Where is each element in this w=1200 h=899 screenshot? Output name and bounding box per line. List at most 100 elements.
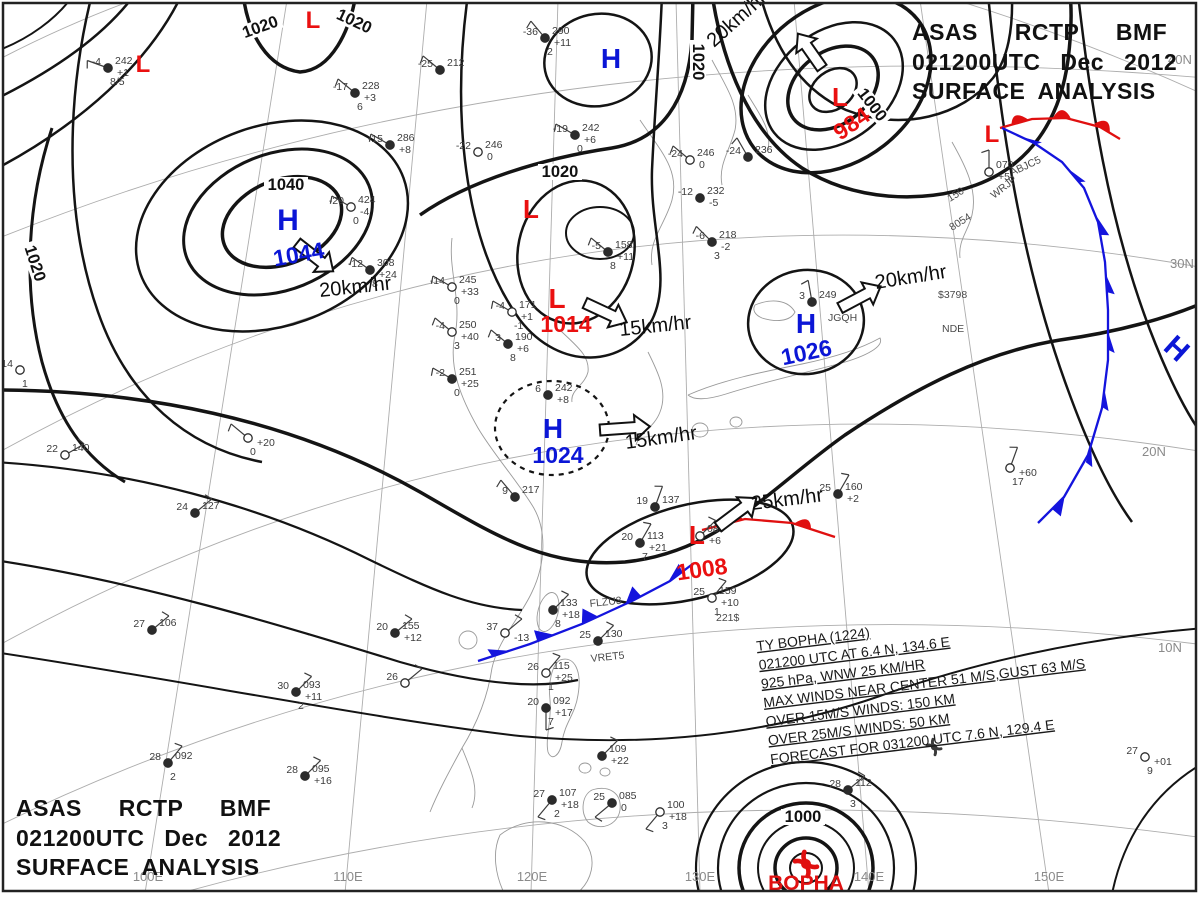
isobar-label: 1040 bbox=[268, 176, 305, 194]
isobar bbox=[418, 3, 695, 217]
station-temp: 27 bbox=[1126, 745, 1138, 757]
station-change: +18 bbox=[561, 799, 579, 811]
wind-barb-tick bbox=[304, 672, 312, 677]
wind-barb-tick bbox=[430, 367, 434, 376]
station-plot: -19 242+60 bbox=[553, 122, 600, 155]
station-change: +60 bbox=[1019, 467, 1037, 479]
cyclone-symbols: BOPHA bbox=[768, 737, 943, 895]
island bbox=[729, 416, 743, 428]
wind-barb-tick bbox=[708, 516, 716, 521]
station-plot: 28 092 2 bbox=[149, 742, 193, 783]
wind-barb-tick bbox=[552, 652, 561, 657]
wind-barb-tick bbox=[857, 771, 866, 777]
station-pressure: 100 bbox=[667, 799, 685, 811]
station-pressure: 095 bbox=[312, 763, 330, 775]
wind-barb-tick bbox=[496, 479, 502, 488]
coastline bbox=[951, 141, 974, 259]
station-plot: 20 113+217 bbox=[621, 521, 667, 563]
wind-barb-tick bbox=[227, 423, 232, 432]
station-circle bbox=[435, 65, 445, 75]
station-pressure: 137 bbox=[662, 494, 680, 506]
station-plot: 37 -13 bbox=[486, 614, 529, 644]
station-extra: 7 bbox=[642, 551, 648, 563]
pressure-value: 1024 bbox=[532, 442, 583, 468]
cold-front-triangle bbox=[1085, 445, 1093, 468]
station-circle bbox=[503, 339, 513, 349]
station-plot: 30 093+112 bbox=[277, 672, 322, 712]
wind-barb-tick bbox=[800, 279, 809, 285]
isobar bbox=[987, 3, 1134, 523]
wind-barb-tick bbox=[204, 494, 213, 500]
station-extra: 0 bbox=[454, 295, 460, 307]
station-circle bbox=[541, 668, 551, 678]
station-temp: 26 bbox=[527, 661, 539, 673]
cold-front-triangle bbox=[487, 649, 510, 657]
station-temp: -5 bbox=[592, 240, 601, 252]
motion-arrows bbox=[292, 32, 882, 533]
station-temp: 28 bbox=[149, 751, 161, 763]
station-plot: 24 127 bbox=[176, 494, 220, 518]
grid-labels: 40N 30N 20N 10N 100E 110E 120E 130E 140E 150E bbox=[133, 52, 1194, 884]
station-plot: -6 218-23 bbox=[692, 225, 737, 262]
coastline bbox=[546, 658, 580, 758]
high-symbol: H bbox=[601, 43, 621, 74]
station-circle bbox=[685, 155, 695, 165]
station-circle bbox=[60, 450, 70, 460]
longitude-label: 140E bbox=[854, 869, 885, 884]
wind-barb-tick bbox=[404, 614, 413, 620]
station-pressure: 115 bbox=[553, 660, 570, 672]
isobar-label-pad bbox=[330, 4, 378, 39]
station-circle bbox=[1005, 463, 1015, 473]
wind-barb-tick bbox=[77, 438, 85, 445]
station-circle bbox=[390, 628, 400, 638]
station-extra: 0 bbox=[353, 215, 359, 227]
coastline bbox=[753, 300, 796, 321]
station-circle bbox=[385, 140, 395, 150]
station-pressure: 159 bbox=[719, 585, 737, 597]
isobar bbox=[3, 627, 1196, 742]
station-circle bbox=[984, 167, 994, 177]
station-temp: -2 bbox=[436, 367, 445, 379]
station-extra: 8/5 bbox=[110, 76, 125, 88]
station-pressure: 308 bbox=[377, 257, 395, 269]
movement-arrow bbox=[836, 280, 882, 315]
station-plot: -15 286+8 bbox=[368, 132, 415, 156]
isobar bbox=[585, 498, 795, 606]
station-circle bbox=[655, 807, 665, 817]
station-change: +2 bbox=[847, 493, 859, 505]
station-circle bbox=[447, 282, 457, 292]
station-circle bbox=[833, 489, 843, 499]
longitude-label: 150E bbox=[1034, 869, 1065, 884]
station-circle bbox=[447, 374, 457, 384]
island bbox=[458, 630, 478, 650]
station-extra: 3 bbox=[662, 820, 668, 832]
station-plot: 109+22 bbox=[597, 736, 629, 767]
wind-barb-tick bbox=[645, 828, 654, 833]
station-extra: 2 bbox=[554, 808, 560, 820]
wind-barb-tick bbox=[841, 472, 850, 476]
station-extra: 3 bbox=[454, 340, 460, 352]
station-circle bbox=[695, 193, 705, 203]
wind-barb-tick bbox=[349, 257, 353, 266]
station-temp: 22 bbox=[46, 443, 58, 455]
title-line-1: ASAS RCTP BMF bbox=[16, 795, 271, 821]
station-temp: -19 bbox=[553, 123, 568, 135]
station-extra: 0 bbox=[250, 446, 256, 458]
station-change: +6 bbox=[709, 535, 721, 547]
station-change: +24 bbox=[379, 269, 397, 281]
station-extra: 2 bbox=[170, 771, 176, 783]
station-pressure: 158 bbox=[615, 239, 633, 251]
low-symbol: L bbox=[548, 283, 565, 314]
cold-front-triangle bbox=[667, 563, 683, 583]
isobar-label-pad bbox=[236, 12, 284, 43]
coastlines bbox=[429, 59, 974, 891]
station-change: +40 bbox=[461, 331, 479, 343]
station-circle bbox=[350, 88, 360, 98]
station-temp: -14 bbox=[430, 275, 445, 287]
station-plot: 070+5 bbox=[981, 149, 1014, 183]
wind-barb-tick bbox=[718, 577, 727, 582]
